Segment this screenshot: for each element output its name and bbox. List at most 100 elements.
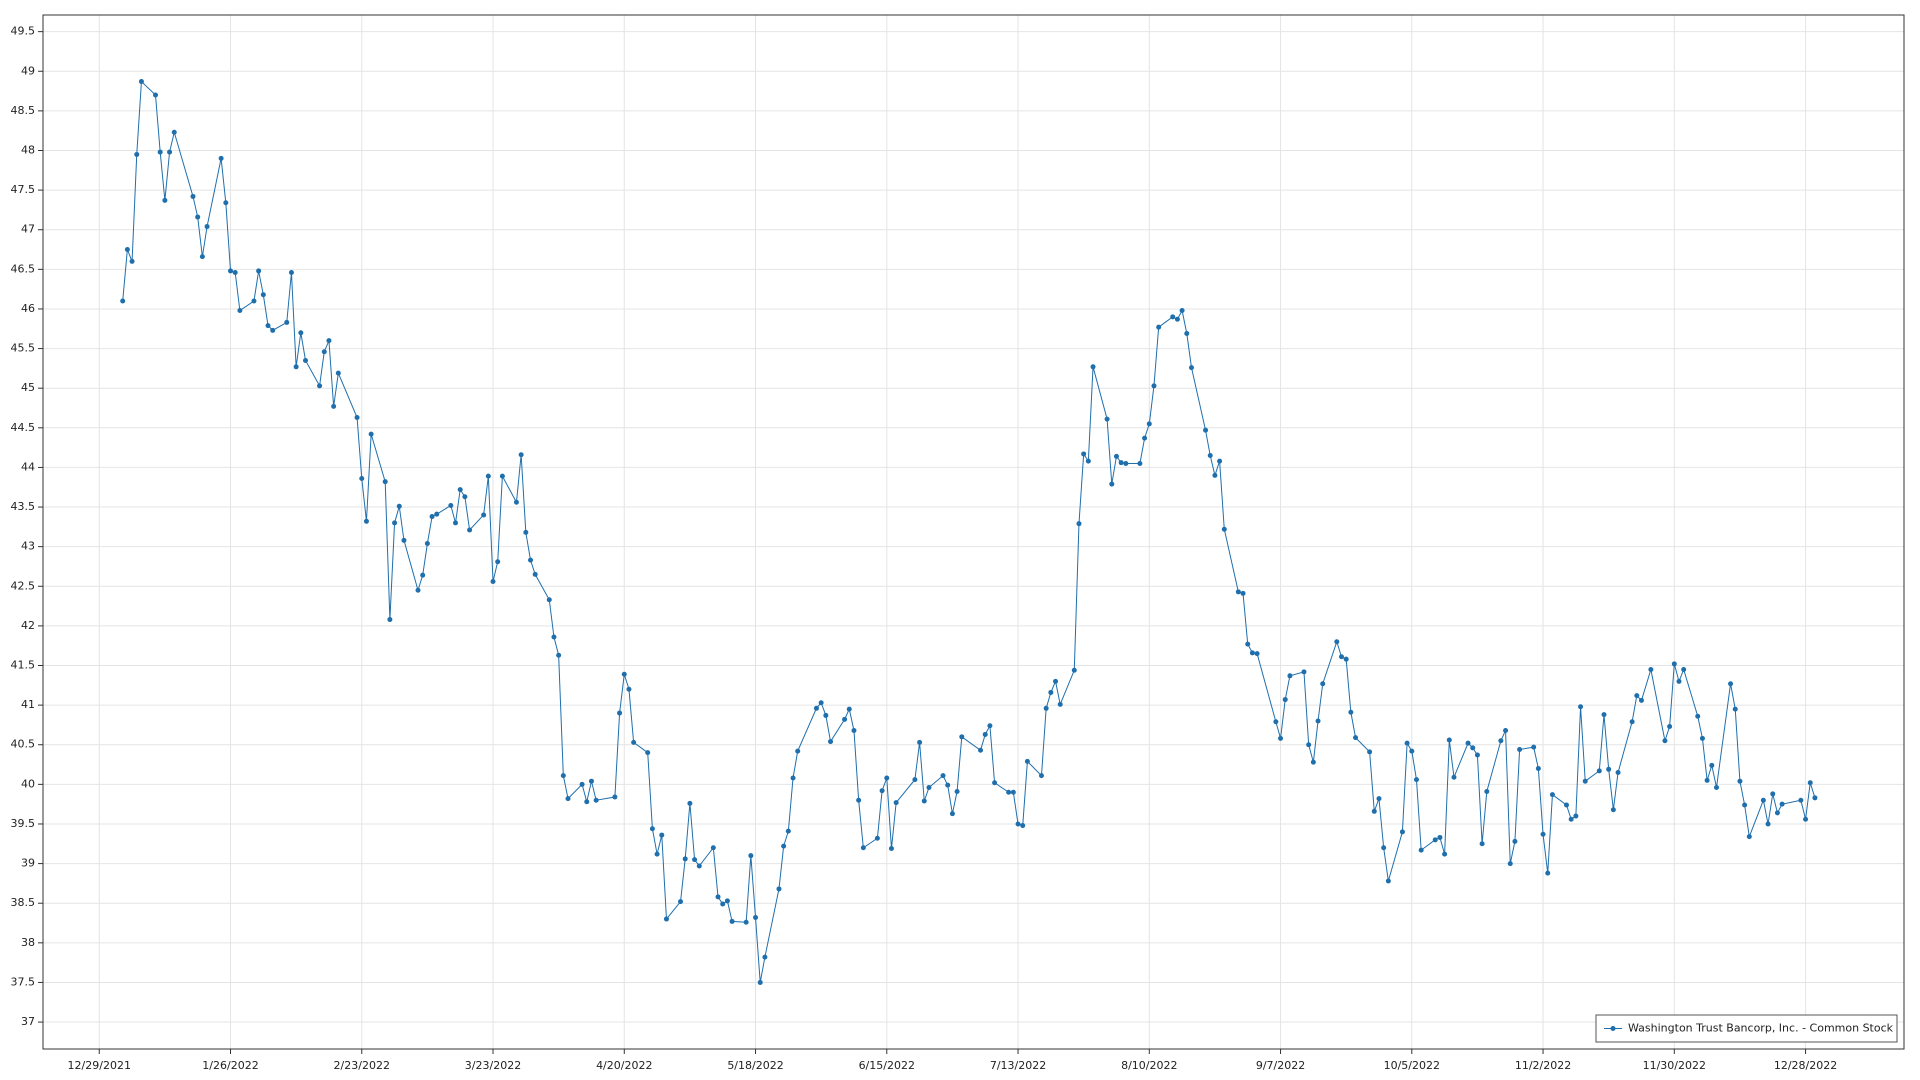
data-point [556, 652, 562, 658]
data-point [270, 327, 276, 333]
data-point [387, 617, 393, 623]
data-point [1203, 427, 1209, 433]
data-point [776, 886, 782, 892]
x-tick-label: 10/5/2022 [1384, 1059, 1440, 1072]
data-point [1563, 802, 1569, 808]
data-point [204, 224, 210, 230]
data-point [424, 540, 430, 546]
data-point [1695, 713, 1701, 719]
data-point [434, 511, 440, 517]
y-tick-label: 48 [21, 143, 35, 156]
y-tick-label: 42 [21, 619, 35, 632]
data-point [453, 520, 459, 526]
data-point [251, 298, 257, 304]
data-point [729, 918, 735, 924]
data-point [860, 845, 866, 851]
y-tick-label: 48.5 [11, 104, 36, 117]
legend: Washington Trust Bancorp, Inc. - Common … [1595, 1014, 1898, 1043]
data-point [1278, 735, 1284, 741]
data-point [1137, 460, 1143, 466]
data-point [218, 155, 224, 161]
data-point [1310, 759, 1316, 765]
data-point [326, 338, 332, 344]
data-point [1498, 738, 1504, 744]
data-point [1770, 791, 1776, 797]
data-point [1615, 769, 1621, 775]
data-point [1704, 777, 1710, 783]
data-point [696, 863, 702, 869]
data-point [382, 479, 388, 485]
data-point [1170, 314, 1176, 320]
data-point [1381, 845, 1387, 851]
data-point [1249, 650, 1255, 656]
data-point [298, 330, 304, 336]
data-point [1507, 861, 1513, 867]
data-point [1146, 421, 1152, 427]
data-point [335, 370, 341, 376]
data-point [1601, 712, 1607, 718]
data-point [1812, 795, 1818, 801]
data-point [153, 92, 159, 98]
data-point [992, 780, 998, 786]
data-point [1090, 364, 1096, 370]
data-point [513, 499, 519, 505]
data-point [1479, 841, 1485, 847]
data-point [1418, 847, 1424, 853]
data-point [982, 731, 988, 737]
data-point [293, 364, 299, 370]
data-point [1432, 837, 1438, 843]
data-point [532, 571, 538, 577]
data-point [256, 268, 262, 274]
data-point [663, 916, 669, 922]
data-point [415, 587, 421, 593]
data-point [303, 357, 309, 363]
data-point [612, 794, 618, 800]
data-point [1596, 768, 1602, 774]
data-point [1076, 521, 1082, 527]
data-point [1343, 656, 1349, 662]
data-point [1437, 834, 1443, 840]
legend-marker [1610, 1026, 1616, 1031]
data-point [893, 800, 899, 806]
data-point [518, 452, 524, 458]
data-point [645, 750, 651, 756]
data-point [795, 748, 801, 754]
y-tick-label: 49.5 [11, 25, 36, 38]
data-point [1470, 745, 1476, 751]
data-point [462, 494, 468, 500]
data-point [1446, 737, 1452, 743]
data-point [448, 502, 454, 508]
data-point [1610, 807, 1616, 813]
data-point [851, 727, 857, 733]
x-tick-label: 5/18/2022 [727, 1059, 783, 1072]
data-point [1207, 453, 1213, 459]
data-point [1774, 810, 1780, 816]
data-point [317, 383, 323, 389]
y-tick-label: 44 [21, 460, 35, 473]
data-point [1474, 752, 1480, 758]
x-tick-label: 7/13/2022 [990, 1059, 1046, 1072]
data-point [1287, 673, 1293, 679]
data-point [678, 899, 684, 905]
y-tick-label: 38 [21, 936, 35, 949]
data-point [1681, 666, 1687, 672]
data-point [1737, 778, 1743, 784]
x-tick-label: 11/2/2022 [1515, 1059, 1571, 1072]
data-point [654, 851, 660, 857]
data-point [1113, 453, 1119, 459]
data-point [1020, 823, 1026, 829]
data-point [1348, 709, 1354, 715]
data-point [1376, 796, 1382, 802]
data-point [429, 514, 435, 520]
data-point [785, 828, 791, 834]
data-point [284, 319, 290, 325]
data-point [1184, 331, 1190, 337]
data-point [195, 214, 201, 220]
data-point [959, 734, 965, 740]
data-point [720, 901, 726, 907]
x-tick-label: 12/29/2021 [68, 1059, 131, 1072]
data-point [1765, 821, 1771, 827]
data-point [790, 775, 796, 781]
data-point [1057, 701, 1063, 707]
data-point [1353, 735, 1359, 741]
